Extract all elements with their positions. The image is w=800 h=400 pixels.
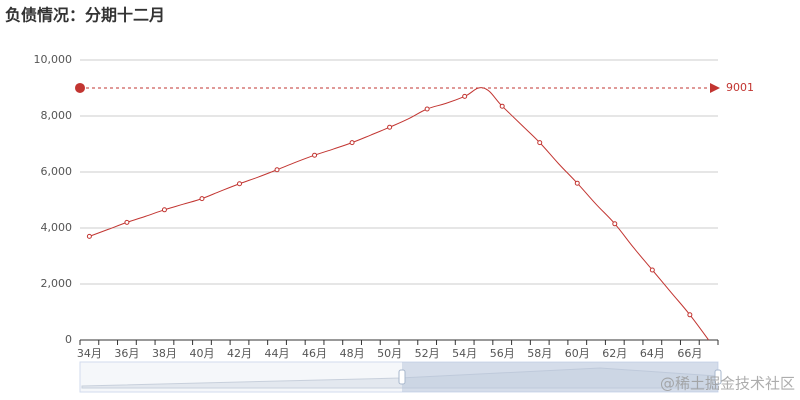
point — [537, 140, 543, 146]
point — [424, 106, 430, 112]
x-tick-label: 46月 — [302, 347, 327, 360]
x-tick-label: 40月 — [189, 347, 214, 360]
point — [649, 267, 655, 273]
point — [387, 124, 393, 130]
y-tick-label: 2,000 — [41, 277, 73, 290]
y-tick-label: 0 — [65, 333, 72, 346]
x-tick-label: 42月 — [227, 347, 252, 360]
point — [312, 152, 318, 158]
x-tick-label: 54月 — [452, 347, 477, 360]
y-tick-label: 10,000 — [34, 53, 73, 66]
zoom-handle[interactable] — [714, 369, 722, 385]
line — [89, 87, 710, 341]
max-label: 9001 — [726, 81, 754, 94]
x-tick-label: 38月 — [152, 347, 177, 360]
max-start — [75, 82, 85, 93]
chart-title: 负债情况：分期十二月 — [5, 6, 165, 25]
point — [574, 180, 580, 186]
x-tick-label: 52月 — [415, 347, 440, 360]
x-tick-label: 58月 — [527, 347, 552, 360]
y-tick-label: 4,000 — [41, 221, 73, 234]
point — [349, 140, 355, 146]
zoom-window[interactable] — [402, 362, 718, 392]
point — [274, 167, 280, 173]
point — [199, 196, 205, 202]
x-tick-label: 36月 — [114, 347, 139, 360]
point — [237, 181, 242, 187]
point — [499, 103, 505, 109]
x-tick-label: 66月 — [677, 347, 702, 360]
data-zoom[interactable] — [79, 361, 722, 393]
x-tick-label: 62月 — [602, 347, 627, 360]
point — [687, 312, 693, 318]
x-tick-label: 64月 — [640, 347, 665, 360]
x-tick-label: 34月 — [77, 347, 102, 360]
x-tick-label: 56月 — [490, 347, 515, 360]
point — [462, 93, 468, 99]
max-arrow — [710, 82, 720, 93]
point — [161, 207, 167, 213]
x-tick-label: 60月 — [565, 347, 590, 360]
point — [124, 219, 130, 225]
x-tick-label: 48月 — [340, 347, 365, 360]
x-tick-label: 50月 — [377, 347, 402, 360]
point — [86, 233, 92, 239]
watermark: @稀土掘金技术社区 — [660, 375, 795, 393]
zoom-handle[interactable] — [398, 369, 406, 385]
y-tick-label: 6,000 — [41, 165, 73, 178]
y-tick-label: 8,000 — [41, 109, 73, 122]
point — [612, 221, 618, 227]
x-tick-label: 44月 — [265, 347, 290, 360]
